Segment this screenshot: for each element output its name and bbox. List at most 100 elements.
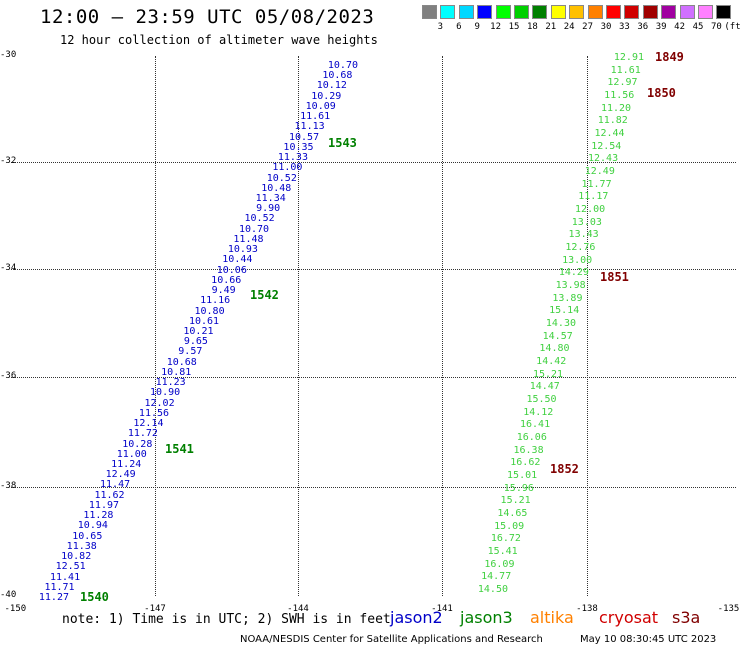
legend-tick-label: 30 (600, 22, 612, 32)
wave-height-value: 11.77 (581, 178, 612, 190)
wave-height-value: 9.90 (256, 203, 281, 215)
wave-height-value: 11.48 (233, 233, 264, 245)
legend-swatch (514, 5, 529, 19)
wave-height-value: 10.81 (161, 366, 192, 378)
wave-height-value: 11.97 (88, 499, 120, 511)
wave-height-value: 10.68 (166, 356, 197, 368)
note-text: note: 1) Time is in UTC; 2) SWH is in fe… (62, 612, 391, 627)
longitude-label: -135 (717, 604, 740, 614)
latitude-gridline (11, 162, 736, 163)
latitude-label: -40 (0, 590, 17, 600)
legend-swatch (606, 5, 621, 19)
pass-number-label: 1852 (550, 462, 579, 476)
wave-height-value: 10.57 (288, 131, 320, 143)
wave-height-value: 10.12 (316, 80, 347, 92)
legend-swatch (550, 5, 566, 19)
legend-swatch (422, 5, 437, 19)
wave-height-value: 10.65 (72, 530, 103, 542)
wave-height-value: 11.72 (127, 428, 158, 440)
wave-height-value: 15.21 (500, 495, 531, 507)
longitude-label: -147 (144, 604, 166, 614)
wave-height-value: 11.16 (200, 295, 231, 307)
latitude-label: -38 (0, 481, 17, 491)
legend-tick-label: 18 (526, 22, 538, 32)
wave-height-value: 10.21 (183, 326, 214, 337)
wave-height-value: 10.66 (211, 274, 242, 286)
wave-height-value: 11.24 (111, 459, 142, 470)
wave-height-value: 11.56 (604, 90, 635, 101)
satellite-name: jason3 (460, 608, 513, 627)
wave-height-value: 15.21 (532, 368, 564, 380)
legend-swatch (624, 5, 640, 19)
wave-height-value: 9.49 (211, 285, 236, 297)
satellite-name: jason2 (390, 608, 443, 627)
wave-height-value: 9.57 (178, 346, 203, 358)
latitude-label: -32 (0, 156, 17, 166)
pass-number-label: 1543 (328, 136, 357, 150)
legend-swatch (495, 5, 511, 19)
wave-height-value: 11.20 (600, 102, 632, 114)
footer-timestamp: May 10 08:30:45 UTC 2023 (580, 634, 717, 645)
wave-height-value: 15.41 (487, 546, 518, 557)
longitude-label: -141 (431, 604, 453, 614)
latitude-label: -30 (0, 50, 17, 60)
wave-height-value: 11.61 (300, 111, 331, 123)
legend-tick-label: 15 (508, 22, 520, 32)
legend-tick-label: 42 (674, 22, 686, 32)
wave-height-value: 11.34 (255, 193, 286, 204)
wave-height-value: 15.09 (494, 520, 525, 532)
legend-swatch (569, 5, 585, 19)
wave-height-value: 16.09 (484, 558, 515, 570)
wave-height-value: 10.94 (77, 520, 108, 532)
wave-height-value: 11.61 (610, 64, 641, 76)
longitude-label: -138 (576, 604, 598, 614)
longitude-gridline (298, 56, 299, 596)
wave-height-value: 13.00 (562, 254, 593, 266)
pass-number-label: 1851 (600, 270, 629, 284)
wave-height-value: 10.80 (194, 305, 225, 317)
wave-height-value: 16.38 (513, 444, 544, 456)
wave-height-value: 16.72 (490, 533, 521, 545)
wave-height-value: 12.51 (55, 561, 86, 573)
wave-height-value: 13.98 (555, 280, 586, 291)
wave-height-value: 10.28 (122, 438, 153, 450)
wave-height-value: 10.48 (261, 182, 292, 194)
wave-height-value: 11.71 (44, 581, 75, 593)
legend-tick-label: 45 (692, 22, 704, 32)
pass-number-label: 1541 (165, 442, 194, 456)
wave-height-value: 10.82 (61, 551, 92, 563)
longitude-label: -150 (4, 604, 27, 614)
wave-height-value: 11.00 (272, 162, 303, 174)
legend-tick-label: 27 (582, 22, 594, 32)
wave-height-value: 14.47 (529, 381, 560, 393)
wave-height-value: 10.70 (327, 60, 358, 71)
wave-height-value: 11.33 (277, 152, 308, 164)
pass-number-label: 1849 (655, 50, 684, 64)
wave-height-value: 10.29 (311, 90, 342, 102)
wave-height-value: 15.14 (549, 305, 580, 317)
wave-height-value: 15.50 (526, 394, 557, 405)
legend-swatch (477, 5, 493, 19)
wave-height-value: 15.96 (503, 482, 534, 494)
wave-height-value: 12.02 (144, 397, 175, 409)
legend-tick-label: 70 (710, 22, 722, 32)
wave-height-value: 14.50 (477, 584, 508, 595)
wave-height-value: 11.62 (94, 489, 125, 501)
wave-height-value: 11.28 (83, 510, 114, 522)
latitude-label: -34 (0, 263, 17, 273)
wave-height-value: 16.41 (519, 419, 551, 431)
page-subtitle: 12 hour collection of altimeter wave hei… (60, 33, 378, 47)
legend-swatch (679, 5, 695, 19)
wave-height-value: 14.65 (497, 508, 528, 519)
wave-height-value: 10.68 (322, 70, 353, 82)
wave-height-value: 14.29 (558, 267, 589, 279)
legend-swatch (532, 5, 548, 19)
wave-height-value: 11.56 (138, 407, 170, 419)
wave-height-value: 11.82 (597, 115, 628, 127)
legend-unit: (ft) (724, 22, 740, 32)
satellite-name: s3a (672, 608, 701, 627)
wave-height-value: 14.57 (542, 330, 573, 342)
pass-number-label: 1540 (80, 590, 109, 604)
wave-height-value: 14.80 (539, 343, 570, 355)
